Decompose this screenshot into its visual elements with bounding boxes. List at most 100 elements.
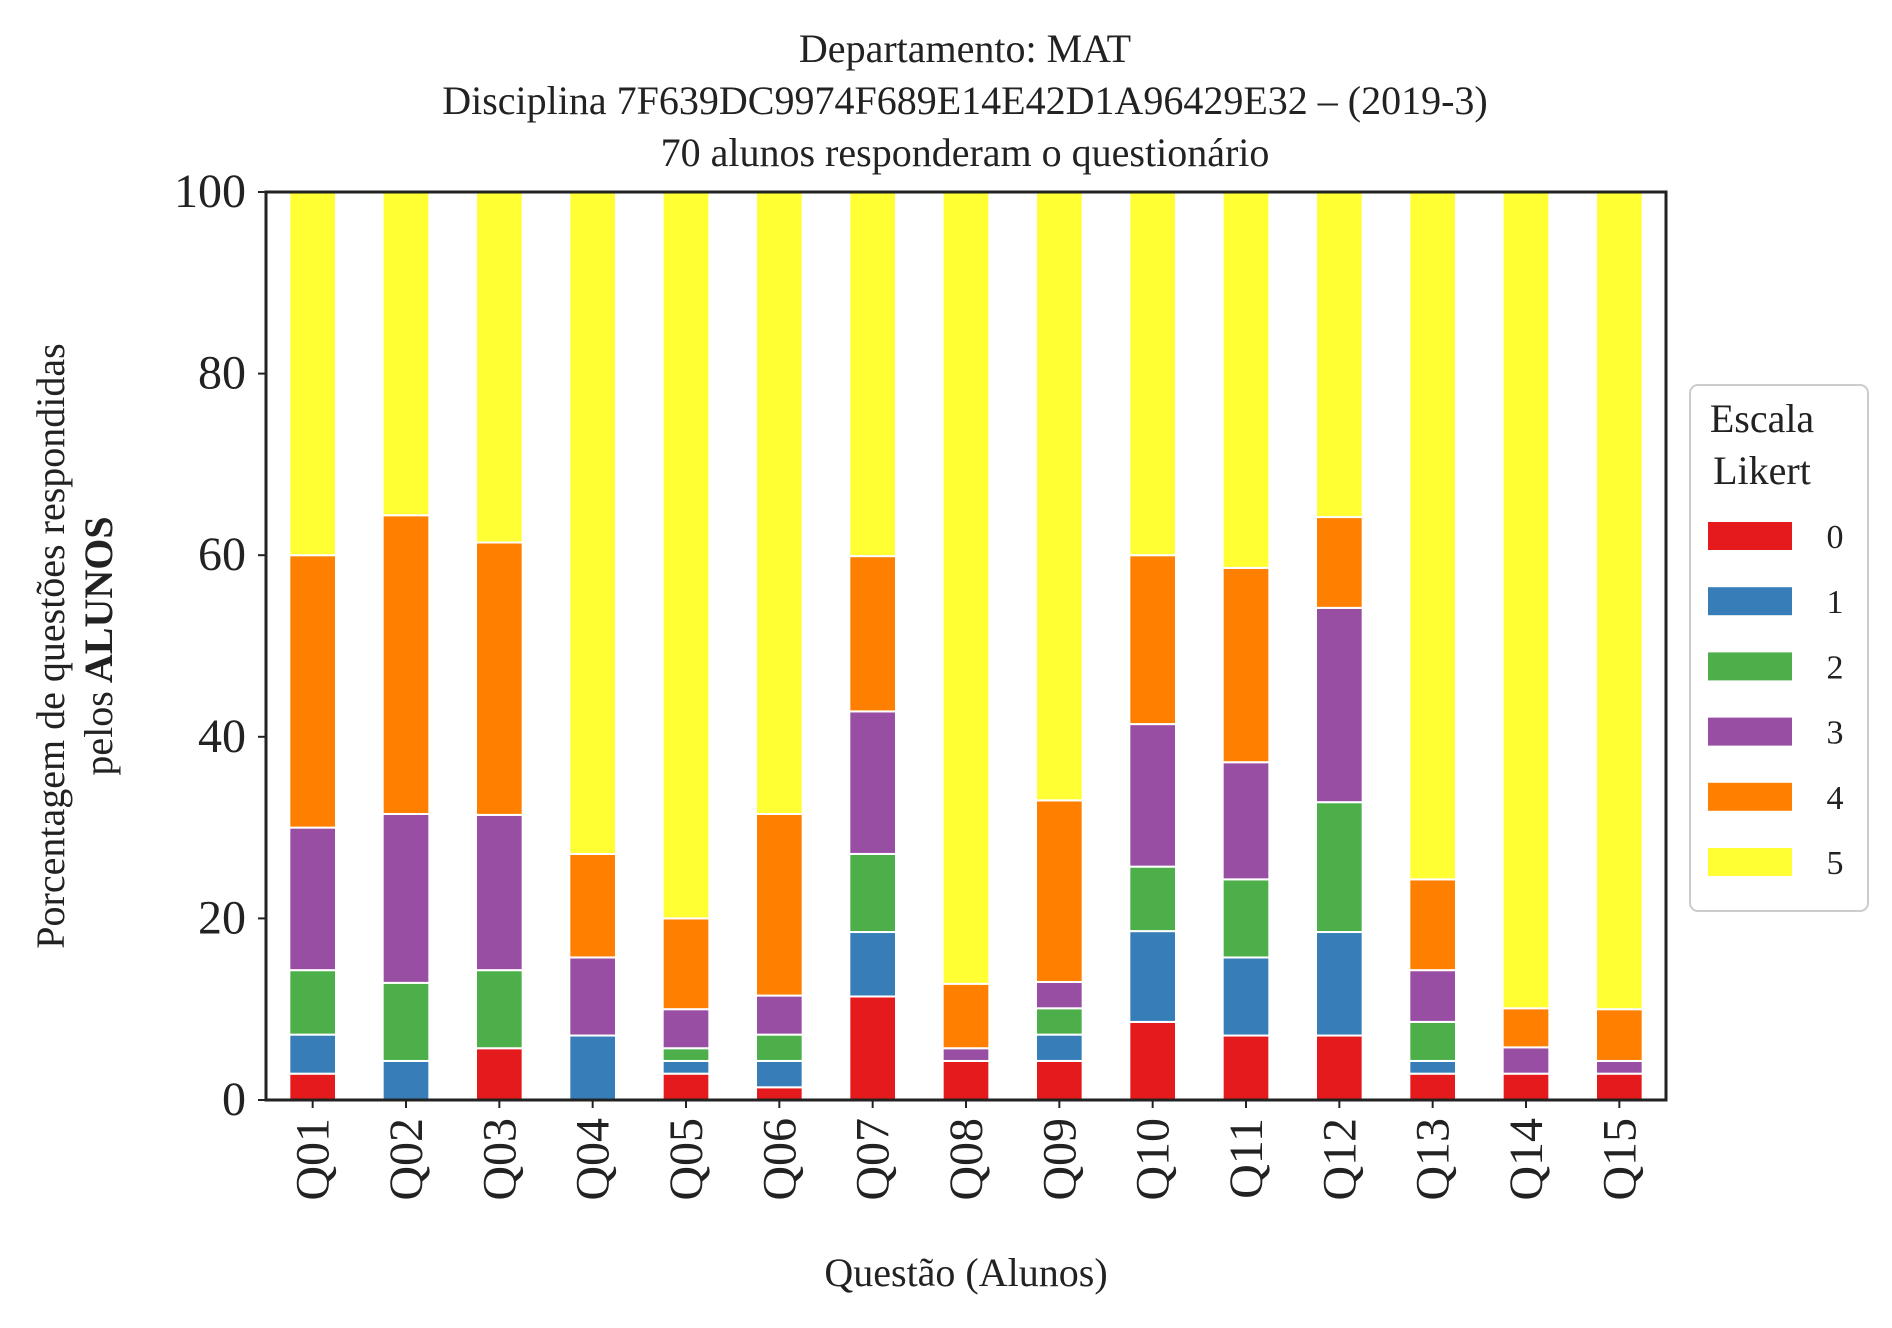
- chart-title: Departamento: MAT: [799, 26, 1131, 71]
- legend: Escala Likert 0 1 2 3 4 5: [1689, 384, 1869, 912]
- y-tick-label-20: 20: [198, 891, 246, 944]
- bar-Q10-likert-1: [1128, 930, 1178, 1023]
- legend-swatch-0: [1708, 522, 1792, 550]
- bar-Q14-likert-4: [1501, 1007, 1551, 1049]
- x-tick-label-Q11: Q11: [1220, 1118, 1273, 1199]
- x-axis: Q01 Q02 Q03 Q04 Q05 Q06 Q07 Q08 Q09 Q10 Q11 Q12 Q13 Q…: [287, 1100, 1646, 1201]
- x-tick-label-group-Q13: Q13: [1407, 1118, 1460, 1201]
- x-tick-label-Q12: Q12: [1313, 1118, 1366, 1201]
- bar-Q11-likert-3: [1221, 761, 1271, 881]
- bar-Q05-likert-4: [661, 917, 711, 1011]
- bar-Q05-likert-3: [661, 1008, 711, 1050]
- legend-label-3: 3: [1827, 715, 1844, 752]
- x-tick-label-group-Q15: Q15: [1593, 1118, 1646, 1201]
- legend-title-line1: Escala: [1710, 396, 1815, 441]
- bar-Q06-likert-0: [755, 1086, 804, 1101]
- bar-Q01-likert-3: [288, 826, 338, 972]
- x-tick-label-group-Q10: Q10: [1127, 1118, 1180, 1201]
- x-tick-label-group-Q06: Q06: [753, 1118, 806, 1201]
- x-tick-label-Q04: Q04: [567, 1118, 620, 1201]
- bar-Q03-likert-4: [475, 541, 524, 816]
- bar-Q13-likert-0: [1408, 1072, 1458, 1101]
- bar-Q05-likert-5: [661, 191, 711, 920]
- bar-Q10-likert-3: [1128, 723, 1178, 868]
- x-tick-label-group-Q02: Q02: [380, 1118, 433, 1201]
- bar-Q14-likert-3: [1501, 1046, 1551, 1075]
- bar-Q03-likert-2: [475, 969, 524, 1050]
- bar-Q14-likert-5: [1501, 191, 1551, 1010]
- bar-Q02-likert-3: [381, 812, 431, 984]
- y-tick-label-40: 40: [198, 710, 246, 763]
- legend-title-line2: Likert: [1713, 448, 1811, 493]
- bar-Q09-likert-5: [1035, 191, 1084, 802]
- bar-Q01-likert-4: [288, 554, 338, 829]
- bar-Q04-likert-1: [568, 1034, 617, 1101]
- bar-Q13-likert-2: [1408, 1020, 1458, 1062]
- bar-Q03-likert-3: [475, 813, 524, 972]
- y-axis-label-prefix: pelos: [76, 691, 121, 775]
- x-tick-label-group-Q07: Q07: [847, 1118, 900, 1201]
- bar-Q01-likert-0: [288, 1072, 338, 1101]
- bar-Q03-likert-0: [475, 1047, 524, 1102]
- bar-Q14-likert-0: [1501, 1072, 1551, 1101]
- y-tick-label-60: 60: [198, 528, 246, 581]
- x-tick-label-group-Q09: Q09: [1033, 1118, 1086, 1201]
- x-tick-label-group-Q08: Q08: [940, 1118, 993, 1201]
- bar-Q07-likert-5: [848, 191, 897, 558]
- x-tick-label-Q05: Q05: [660, 1118, 713, 1201]
- bar-Q09-likert-2: [1035, 1007, 1084, 1036]
- bar-Q12-likert-5: [1315, 191, 1364, 519]
- x-tick-label-Q09: Q09: [1033, 1118, 1086, 1201]
- y-axis-label-bold: ALUNOS: [76, 516, 121, 683]
- x-tick-label-Q15: Q15: [1593, 1118, 1646, 1201]
- bar-Q03-likert-5: [475, 191, 524, 544]
- x-tick-label-group-Q04: Q04: [567, 1118, 620, 1201]
- y-tick-label-80: 80: [198, 347, 246, 400]
- bar-Q12-likert-1: [1315, 931, 1364, 1037]
- bar-Q15-likert-0: [1595, 1072, 1644, 1101]
- bar-Q10-likert-5: [1128, 191, 1178, 557]
- bar-Q05-likert-1: [661, 1059, 711, 1075]
- bar-Q08-likert-3: [941, 1047, 991, 1062]
- bar-Q09-likert-3: [1035, 980, 1084, 1010]
- bar-Q11-likert-5: [1221, 191, 1271, 569]
- x-tick-label-Q10: Q10: [1127, 1118, 1180, 1201]
- bar-Q13-likert-1: [1408, 1059, 1458, 1075]
- legend-swatch-4: [1708, 782, 1792, 811]
- x-tick-label-group-Q01: Q01: [287, 1118, 340, 1201]
- x-tick-label-Q08: Q08: [940, 1118, 993, 1201]
- bar-Q05-likert-0: [661, 1072, 711, 1101]
- bar-Q07-likert-3: [848, 710, 897, 855]
- bar-Q15-likert-3: [1595, 1059, 1644, 1075]
- x-tick-label-group-Q03: Q03: [473, 1118, 526, 1201]
- x-tick-label-Q01: Q01: [287, 1118, 340, 1201]
- bar-Q07-likert-4: [848, 555, 897, 713]
- bar-Q11-likert-4: [1221, 566, 1271, 764]
- legend-swatch-1: [1708, 587, 1792, 616]
- bar-Q02-likert-2: [381, 981, 431, 1062]
- chart-subtitle-2: 70 alunos responderam o questionário: [661, 130, 1270, 175]
- x-axis-label: Questão (Alunos): [824, 1250, 1107, 1295]
- bar-Q06-likert-2: [755, 1033, 804, 1062]
- y-axis-label-line1: Porcentagem de questões respondidas: [28, 343, 73, 948]
- x-tick-label-Q14: Q14: [1500, 1118, 1553, 1201]
- bar-Q02-likert-5: [381, 191, 431, 517]
- bar-Q12-likert-4: [1315, 516, 1364, 609]
- y-axis: 0 20 40 60 80 100: [174, 165, 266, 1126]
- x-tick-label-Q13: Q13: [1407, 1118, 1460, 1201]
- bars-group: [288, 191, 1644, 1102]
- legend-label-1: 1: [1827, 584, 1844, 621]
- bar-Q06-likert-4: [755, 812, 804, 997]
- x-tick-label-Q02: Q02: [380, 1118, 433, 1201]
- bar-Q09-likert-1: [1035, 1033, 1084, 1062]
- x-tick-label-group-Q11: Q11: [1220, 1118, 1273, 1199]
- legend-label-5: 5: [1827, 845, 1844, 882]
- bar-Q09-likert-4: [1035, 799, 1084, 983]
- plot-frame: [264, 190, 1668, 1102]
- bar-Q07-likert-0: [848, 995, 897, 1101]
- bar-Q15-likert-5: [1595, 191, 1644, 1011]
- bar-Q05-likert-2: [661, 1047, 711, 1062]
- x-tick-label-group-Q12: Q12: [1313, 1118, 1366, 1201]
